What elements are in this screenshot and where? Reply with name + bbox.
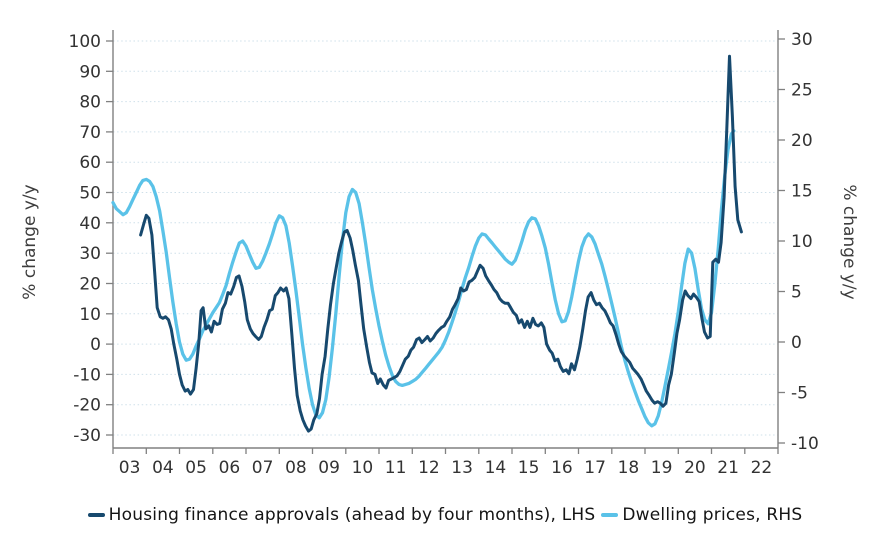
x-tick-label: 09	[318, 458, 340, 478]
x-tick-label: 19	[651, 458, 673, 478]
legend-line-icon-housing-finance	[87, 513, 105, 517]
chart-area: 100 90 80 70 60 50 40 30 20 10 0 -10 -20 -30 30 25 20 15 1…	[69, 30, 819, 478]
y-left-tick-label: -30	[73, 426, 101, 446]
x-tick-label: 21	[717, 458, 739, 478]
legend-line-icon-dwelling-prices	[601, 513, 619, 517]
y-left-tick-label: -10	[73, 365, 101, 385]
x-tick-label: 05	[185, 458, 207, 478]
x-tick-label: 10	[352, 458, 374, 478]
legend-item-dwelling-prices: Dwelling prices, RHS	[601, 505, 802, 525]
y-left-tick-label: 80	[79, 93, 101, 113]
y-left-tick-label: 50	[79, 184, 101, 204]
y-right-tick-label: -5	[791, 384, 808, 404]
chart-canvas: 1009080706050403020100-10-20-30302520151…	[69, 30, 819, 478]
y-axis-title-right: % change y/y	[839, 184, 859, 300]
chart-legend: Housing finance approvals (ahead by four…	[0, 501, 890, 529]
y-right-tick-label: 10	[791, 232, 813, 252]
x-tick-label: 11	[385, 458, 407, 478]
y-left-tick-label: 0	[90, 335, 101, 355]
x-tick-label: 13	[451, 458, 473, 478]
x-tick-label: 12	[418, 458, 440, 478]
y-left-tick-label: 40	[79, 214, 101, 234]
y-right-tick-label: 25	[791, 81, 813, 101]
y-right-tick-label: -10	[791, 434, 819, 454]
y-left-tick-label: -20	[73, 396, 101, 416]
x-tick-label: 18	[618, 458, 640, 478]
y-right-tick-label: 15	[791, 182, 813, 202]
y-right-tick-label: 5	[791, 283, 802, 303]
y-left-tick-label: 90	[79, 62, 101, 82]
y-axis-title-left: % change y/y	[20, 184, 40, 300]
x-tick-label: 20	[684, 458, 706, 478]
x-tick-label: 17	[584, 458, 606, 478]
x-tick-label: 06	[219, 458, 241, 478]
series-line-housing-finance-approvals	[139, 54, 743, 433]
y-left-tick-label: 100	[69, 32, 101, 52]
x-tick-label: 03	[119, 458, 141, 478]
y-left-tick-label: 20	[79, 274, 101, 294]
y-right-tick-label: 30	[791, 30, 813, 50]
legend-item-housing-finance: Housing finance approvals (ahead by four…	[87, 505, 596, 525]
y-right-tick-label: 20	[791, 131, 813, 151]
x-tick-label: 16	[551, 458, 573, 478]
y-left-tick-label: 70	[79, 123, 101, 143]
x-tick-label: 14	[485, 458, 507, 478]
y-right-tick-label: 0	[791, 333, 802, 353]
y-left-tick-label: 60	[79, 153, 101, 173]
x-tick-label: 15	[518, 458, 540, 478]
x-tick-label: 22	[751, 458, 773, 478]
x-tick-label: 07	[252, 458, 274, 478]
x-tick-label: 04	[152, 458, 174, 478]
x-tick-label: 08	[285, 458, 307, 478]
series-line-dwelling-prices	[111, 129, 736, 428]
legend-label-housing-finance: Housing finance approvals (ahead by four…	[108, 505, 596, 525]
y-left-tick-label: 10	[79, 305, 101, 325]
legend-label-dwelling-prices: Dwelling prices, RHS	[622, 505, 803, 525]
y-left-tick-label: 30	[79, 244, 101, 264]
